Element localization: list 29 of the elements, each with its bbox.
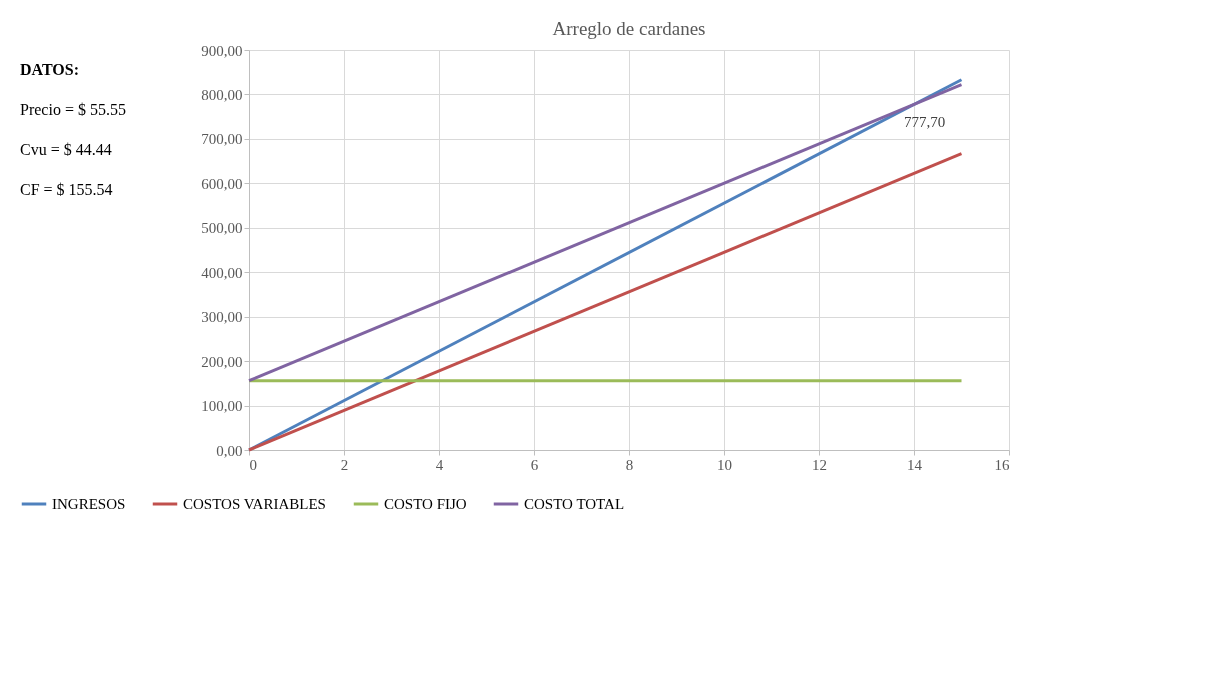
x-tick-label: 4 (435, 456, 444, 473)
x-tick-label: 2 (340, 456, 349, 473)
x-tick-label: 12 (812, 456, 827, 473)
y-tick-label: 400,00 (201, 264, 243, 281)
annotation: 777,70 (904, 114, 946, 131)
x-tick-label: 16 (994, 456, 1010, 473)
legend-label: COSTOS VARIABLES (183, 496, 326, 512)
legend-label: COSTO TOTAL (524, 496, 625, 512)
x-tick-label: 10 (717, 456, 732, 473)
x-tick-label: 6 (530, 456, 539, 473)
text: Precio = $ 55.55 (20, 101, 126, 118)
y-tick-label: 300,00 (201, 309, 243, 326)
text: Cvu = $ 44.44 (20, 141, 112, 158)
y-tick-label: 600,00 (201, 175, 243, 192)
legend-label: COSTO FIJO (384, 496, 467, 512)
chart-title: Arreglo de cardanes (552, 18, 706, 39)
legend-label: INGRESOS (52, 496, 126, 512)
y-tick-label: 200,00 (201, 353, 243, 370)
x-tick-label: 8 (625, 456, 634, 473)
text: CF = $ 155.54 (20, 181, 113, 198)
y-tick-label: 0,00 (216, 442, 243, 459)
y-tick-label: 900,00 (201, 42, 243, 59)
x-tick-label: 0 (249, 456, 257, 473)
x-tick-label: 14 (907, 456, 923, 473)
y-tick-label: 500,00 (201, 220, 243, 237)
y-tick-label: 700,00 (201, 131, 243, 148)
text: DATOS: (20, 61, 79, 78)
y-tick-label: 800,00 (201, 86, 243, 103)
y-tick-label: 100,00 (201, 398, 243, 415)
